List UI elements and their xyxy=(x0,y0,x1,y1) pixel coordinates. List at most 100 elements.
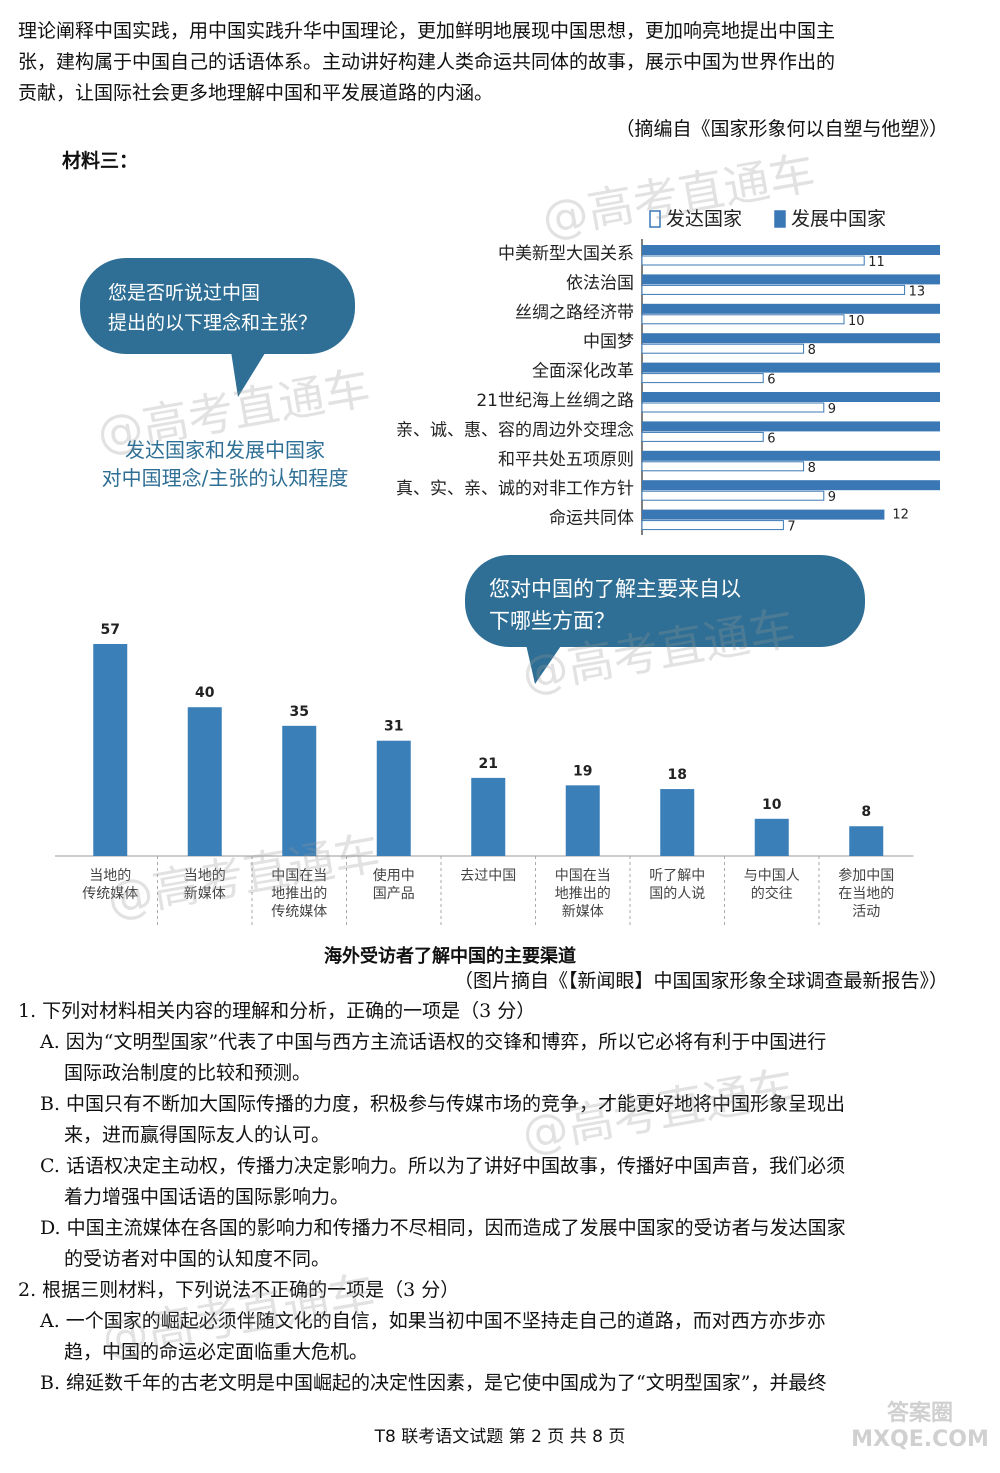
channel-bar xyxy=(471,777,506,856)
legend-swatch xyxy=(649,210,661,228)
bubble-line: 您对中国的了解主要来自以 xyxy=(489,577,741,601)
bubble-line: 下哪些方面？ xyxy=(489,609,615,633)
category-label: 命运共同体 xyxy=(549,509,634,529)
option-line: D. 中国主流媒体在各国的影响力和传播力不尽相同，因而造成了发展中国家的受访者与… xyxy=(40,1217,846,1239)
data-label-developed: 9 xyxy=(828,402,836,417)
data-label-developed: 8 xyxy=(808,343,816,358)
question-bubble-2: 您对中国的了解主要来自以 下哪些方面？ xyxy=(465,555,865,647)
bar-developed xyxy=(641,284,906,295)
category-label: 传统媒体 xyxy=(271,904,327,920)
data-label-developed: 6 xyxy=(767,431,775,446)
bar-value-label: 40 xyxy=(195,685,215,701)
paragraph-line: 理论阐释中国实践，用中国实践升华中国理论，更加鲜明地展现中国思想，更加响亮地提出… xyxy=(18,20,836,42)
bar-developing xyxy=(642,333,940,344)
material-heading: 材料三： xyxy=(62,150,139,172)
category-label: 去过中国 xyxy=(460,868,516,884)
channel-bar xyxy=(376,740,411,856)
corner-logo: 答案圈 MXQE.COM xyxy=(851,1401,989,1452)
bar-developed xyxy=(641,520,784,531)
category-label: 和平共处五项原则 xyxy=(498,450,634,470)
option-line: 趋，中国的命运必定面临重大危机。 xyxy=(64,1341,369,1363)
category-label: 新媒体 xyxy=(562,904,604,920)
channel-bar xyxy=(660,789,695,856)
category-label: 与中国人 xyxy=(744,868,800,884)
category-label: 活动 xyxy=(852,904,880,920)
category-label: 地推出的 xyxy=(555,886,611,902)
bar-developing xyxy=(642,421,940,432)
bar-developed xyxy=(641,373,764,384)
category-label: 当地的 xyxy=(184,868,226,884)
option-line: C. 话语权决定主动权，传播力决定影响力。所以为了讲好中国故事，传播好中国声音，… xyxy=(40,1155,845,1177)
data-label-developed: 6 xyxy=(767,373,775,388)
caption-line: 发达国家和发展中国家 xyxy=(125,438,325,462)
bubble-line: 您是否听说过中国 xyxy=(108,282,261,304)
question-stem: 1. 下列对材料相关内容的理解和分析，正确的一项是（3 分） xyxy=(18,1000,536,1022)
channel-bar xyxy=(282,725,317,856)
bar-value-label: 8 xyxy=(861,804,871,820)
category-label: 丝绸之路经济带 xyxy=(515,303,634,323)
bar-developed xyxy=(641,431,764,442)
category-label: 真、实、亲、诚的对非工作方针 xyxy=(396,479,634,499)
category-label: 依法治国 xyxy=(566,273,634,293)
channel-bar xyxy=(187,707,222,856)
bubble-tail-1 xyxy=(230,345,270,397)
chart2-vertical-bar: 57当地的传统媒体40当地的新媒体35中国在当地推出的传统媒体31使用中国产品2… xyxy=(55,622,914,926)
data-label-developed: 7 xyxy=(787,520,795,535)
chart1-horizontal-bar: 发达国家发展中国家中美新型大国关系2511依法治国2413丝绸之路经济带2110… xyxy=(396,208,940,535)
channel-bar xyxy=(849,826,884,856)
category-label: 亲、诚、惠、容的周边外交理念 xyxy=(396,419,634,440)
bar-developed xyxy=(641,343,805,354)
bar-developed xyxy=(641,314,845,325)
bar-value-label: 18 xyxy=(668,767,687,783)
option-line: 国际政治制度的比较和预测。 xyxy=(64,1062,312,1084)
data-label-developed: 8 xyxy=(808,461,816,476)
option-line: B. 绵延数千年的古老文明是中国崛起的决定性因素，是它使中国成为了“文明型国家”… xyxy=(40,1372,827,1394)
bar-developed xyxy=(641,461,805,472)
chart1-caption: 发达国家和发展中国家 对中国理念/主张的认知程度 xyxy=(90,436,360,492)
option-line: A. 一个国家的崛起必须伴随文化的自信，如果当初中国不坚持走自己的道路，而对西方… xyxy=(40,1310,826,1332)
bar-value-label: 10 xyxy=(762,797,782,813)
channel-bar xyxy=(754,818,789,856)
bar-developing xyxy=(642,274,940,285)
bar-developed xyxy=(641,255,865,266)
paragraph-line: 张，建构属于中国自己的话语体系。主动讲好构建人类命运共同体的故事，展示中国为世界… xyxy=(18,51,836,73)
paragraph-line: 贡献，让国际社会更多地理解中国和平发展道路的内涵。 xyxy=(18,82,494,104)
category-label: 中国在当 xyxy=(555,868,611,884)
legend-swatch xyxy=(774,210,786,228)
chart2-title: 海外受访者了解中国的主要渠道 xyxy=(324,946,576,967)
category-label: 国产品 xyxy=(373,886,415,902)
bar-value-label: 35 xyxy=(290,704,309,720)
category-label: 在当地的 xyxy=(838,886,894,902)
data-label-developing: 12 xyxy=(892,508,909,523)
category-label: 传统媒体 xyxy=(82,886,138,902)
source-citation: （摘编自《国家形象何以自塑与他塑》） xyxy=(615,118,948,140)
category-label: 使用中 xyxy=(373,867,415,884)
bar-developing xyxy=(642,245,940,255)
bubble-tail-2 xyxy=(525,640,565,684)
question-bubble-1: 您是否听说过中国 提出的以下理念和主张？ xyxy=(80,258,355,354)
option-line: 来，进而赢得国际友人的认可。 xyxy=(64,1124,331,1146)
bar-value-label: 31 xyxy=(384,719,403,735)
bar-developing xyxy=(642,480,940,491)
bar-developing xyxy=(642,362,940,373)
top-paragraph: 理论阐释中国实践，用中国实践升华中国理论，更加鲜明地展现中国思想，更加响亮地提出… xyxy=(18,16,978,109)
option-line: A. 因为“文明型国家”代表了中国与西方主流话语权的交锋和博弈，所以它必将有利于… xyxy=(40,1031,827,1053)
category-label: 新媒体 xyxy=(184,886,226,902)
bar-value-label: 19 xyxy=(573,763,592,779)
image-source-citation: （图片摘自《【新闻眼】中国国家形象全球调查最新报告》） xyxy=(453,970,948,992)
caption-line: 对中国理念/主张的认知程度 xyxy=(101,466,349,490)
data-label-developed: 10 xyxy=(848,314,865,329)
bar-developing xyxy=(642,303,940,314)
bar-developed xyxy=(641,490,825,501)
legend-label: 发达国家 xyxy=(666,208,742,230)
category-label: 地推出的 xyxy=(271,886,327,902)
option-line: B. 中国只有不断加大国际传播的力度，积极参与传媒市场的竞争，才能更好地将中国形… xyxy=(40,1093,846,1115)
category-label: 听了解中 xyxy=(649,868,705,884)
category-label: 参加中国 xyxy=(838,867,894,884)
bar-developing xyxy=(642,392,940,402)
option-line: 的受访者对中国的认知度不同。 xyxy=(64,1248,331,1270)
bar-value-label: 57 xyxy=(101,622,120,638)
data-label-developed: 13 xyxy=(909,284,926,299)
channel-bar xyxy=(93,644,128,856)
legend-label: 发展中国家 xyxy=(791,208,886,230)
